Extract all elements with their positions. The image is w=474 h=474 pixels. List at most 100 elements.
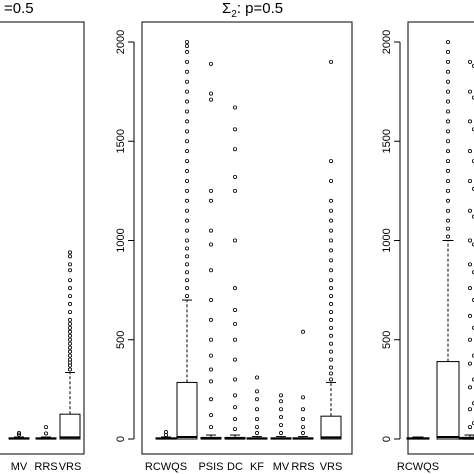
- outlier-point: [68, 367, 73, 372]
- outlier-point: [445, 159, 450, 164]
- x-tick-label: PSIS: [198, 461, 223, 473]
- y-tick-label: 0: [115, 436, 127, 442]
- outlier-point: [254, 417, 259, 422]
- x-tick-label: MV: [11, 461, 28, 473]
- x-tick-label: RCWQS: [145, 461, 187, 473]
- outlier-point: [68, 341, 73, 346]
- outlier-point: [328, 59, 333, 64]
- outlier-point: [300, 329, 305, 334]
- outlier-point: [328, 159, 333, 164]
- outlier-point: [254, 407, 259, 412]
- panel-1-marks: [8, 250, 81, 440]
- outlier-point: [467, 238, 472, 243]
- outlier-point: [184, 188, 189, 193]
- outlier-point: [208, 367, 213, 372]
- outlier-point: [68, 254, 73, 259]
- outlier-point: [328, 371, 333, 376]
- panel-2-x-labels: RCWQS PSIS DC KF MV RRS VRS: [145, 461, 342, 473]
- outlier-point: [278, 393, 283, 398]
- outlier-point: [445, 59, 450, 64]
- outlier-point: [300, 425, 305, 430]
- panel-3-y-axis: 0 500 1000 1500 2000: [381, 30, 401, 442]
- outlier-point: [232, 127, 237, 132]
- x-tick-label: RRS: [291, 461, 314, 473]
- outlier-point: [184, 59, 189, 64]
- outlier-point: [68, 286, 73, 291]
- outlier-point: [232, 307, 237, 312]
- outlier-point: [184, 109, 189, 114]
- outlier-point: [184, 218, 189, 223]
- outlier-point: [208, 242, 213, 247]
- outlier-point: [232, 337, 237, 342]
- outlier-point: [68, 349, 73, 354]
- outlier-point: [328, 365, 333, 370]
- outlier-point: [328, 198, 333, 203]
- outlier-point: [184, 286, 189, 291]
- outlier-point: [68, 345, 73, 350]
- outlier-point: [208, 337, 213, 342]
- outlier-point: [467, 313, 472, 318]
- outlier-point: [232, 405, 237, 410]
- outlier-point: [184, 119, 189, 124]
- outlier-point: [184, 49, 189, 54]
- outlier-point: [254, 397, 259, 402]
- outlier-point: [445, 40, 450, 45]
- outlier-point: [445, 149, 450, 154]
- outlier-point: [328, 228, 333, 233]
- y-tick-label: 2000: [115, 30, 127, 54]
- outlier-point: [232, 393, 237, 398]
- outlier-point: [445, 208, 450, 213]
- y-tick-label: 0: [381, 436, 393, 442]
- outlier-point: [467, 262, 472, 267]
- outlier-point: [184, 149, 189, 154]
- outlier-point: [278, 431, 283, 436]
- outlier-point: [445, 169, 450, 174]
- outlier-point: [300, 407, 305, 412]
- outlier-point: [68, 353, 73, 358]
- outlier-point: [467, 89, 472, 94]
- outlier-point: [328, 208, 333, 213]
- outlier-point: [184, 139, 189, 144]
- outlier-point: [68, 329, 73, 334]
- panel-1-title: =0.5: [4, 0, 34, 17]
- outlier-point: [208, 198, 213, 203]
- box: [320, 415, 342, 440]
- outlier-point: [445, 198, 450, 203]
- outlier-point: [68, 294, 73, 299]
- outlier-point: [184, 99, 189, 104]
- outlier-point: [328, 278, 333, 283]
- panel-1-frame: [0, 21, 85, 455]
- y-tick-label: 500: [115, 331, 127, 349]
- outlier-point: [445, 178, 450, 183]
- outlier-point: [208, 188, 213, 193]
- panel-1-x-labels: MV RRS VRS: [11, 461, 82, 473]
- outlier-point: [232, 417, 237, 422]
- outlier-point: [232, 321, 237, 326]
- outlier-point: [328, 294, 333, 299]
- outlier-point: [68, 262, 73, 267]
- outlier-point: [445, 89, 450, 94]
- x-tick-label: KF: [250, 461, 264, 473]
- outlier-point: [232, 238, 237, 243]
- outlier-point: [184, 159, 189, 164]
- outlier-point: [44, 431, 49, 436]
- outlier-point: [184, 89, 189, 94]
- outlier-point: [208, 379, 213, 384]
- panel-3-frame: [407, 21, 474, 455]
- box: [176, 381, 198, 440]
- outlier-point: [184, 43, 189, 48]
- x-tick-label: VRS: [320, 461, 343, 473]
- outlier-point: [208, 97, 213, 102]
- outlier-point: [184, 294, 189, 299]
- outlier-point: [184, 246, 189, 251]
- outlier-point: [328, 357, 333, 362]
- outlier-point: [328, 218, 333, 223]
- outlier-point: [467, 407, 472, 412]
- outlier-point: [208, 268, 213, 273]
- outlier-point: [184, 178, 189, 183]
- outlier-point: [68, 333, 73, 338]
- outlier-point: [68, 337, 73, 342]
- outlier-point: [328, 333, 333, 338]
- outlier-point: [208, 397, 213, 402]
- outlier-point: [208, 61, 213, 66]
